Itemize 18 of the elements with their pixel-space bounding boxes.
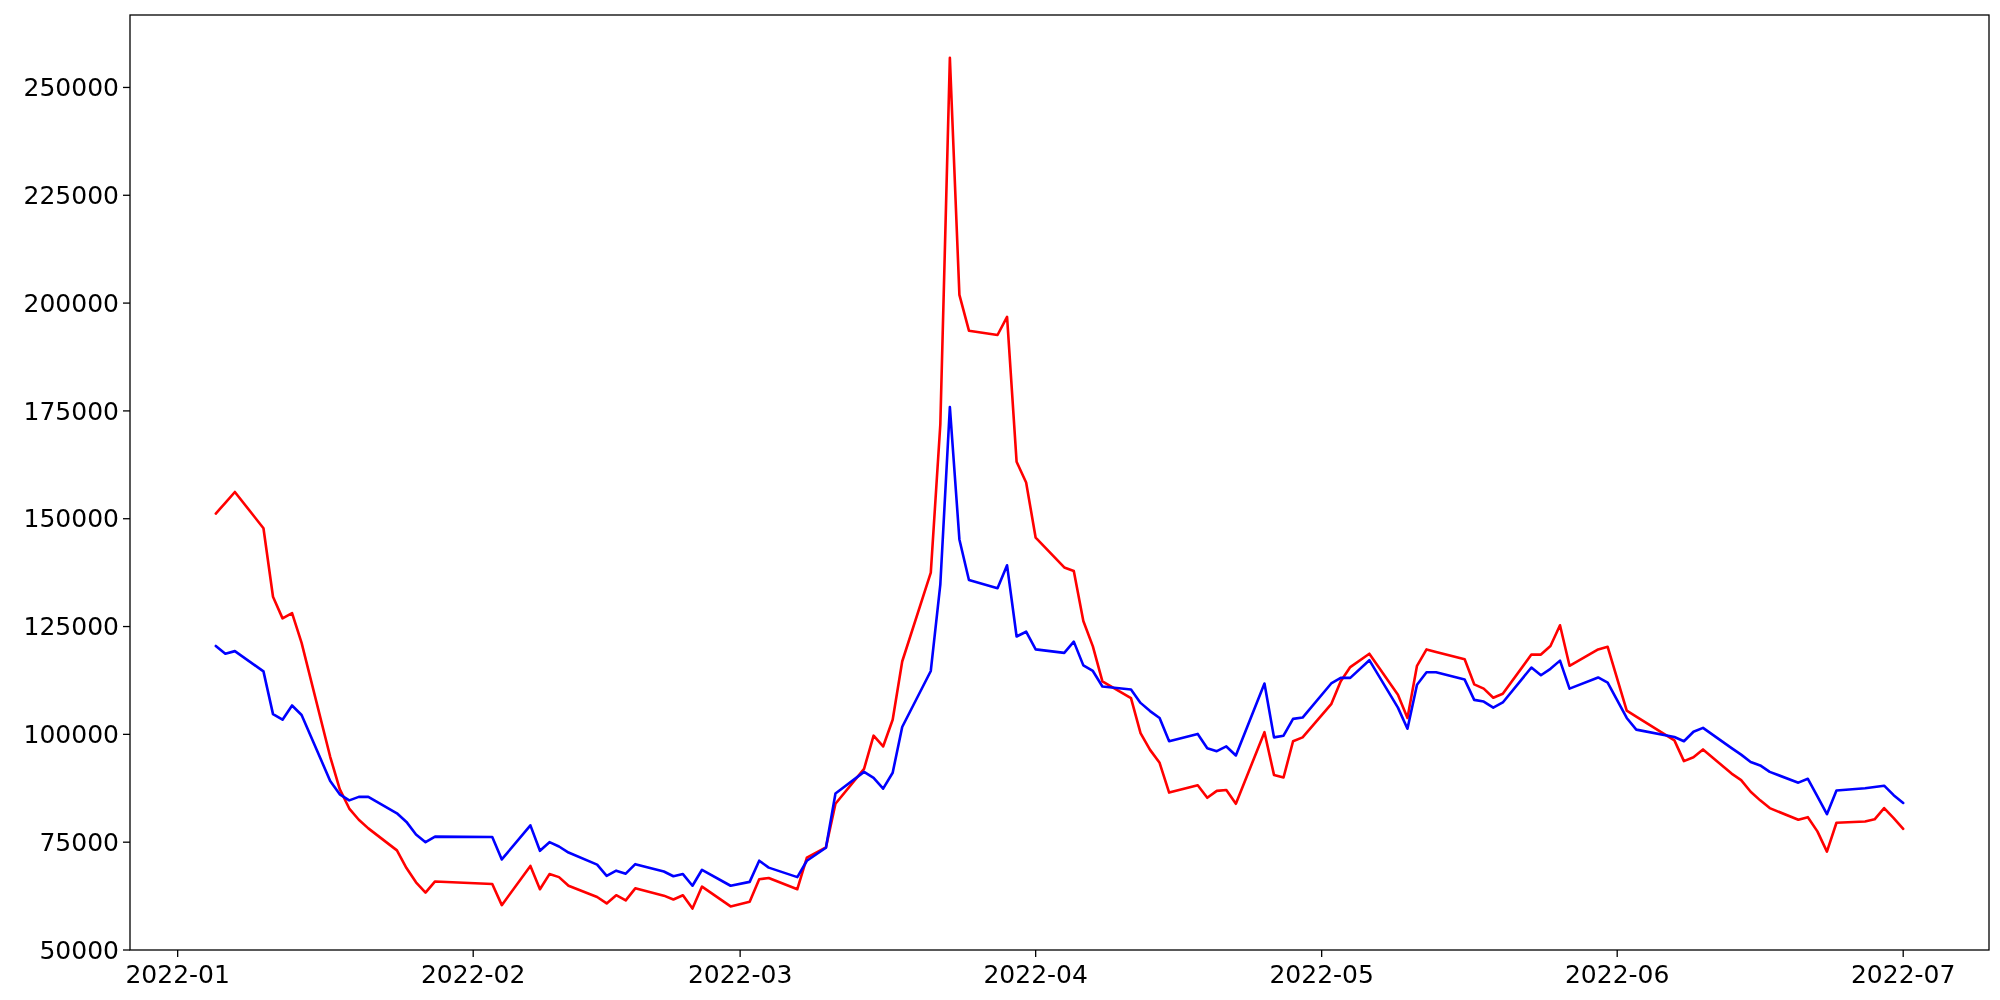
- y-tick-label: 125000: [23, 612, 119, 642]
- x-tick-label: 2022-01: [125, 960, 230, 989]
- x-tick-label: 2022-07: [1850, 960, 1956, 989]
- y-tick-label: 100000: [23, 720, 119, 750]
- x-tick-label: 2022-05: [1269, 960, 1374, 989]
- y-tick-label: 225000: [23, 181, 119, 211]
- y-tick-label: 250000: [23, 73, 119, 103]
- x-tick-label: 2022-06: [1564, 960, 1670, 989]
- x-tick-label: 2022-04: [983, 960, 1088, 989]
- y-tick-label: 200000: [23, 288, 119, 318]
- line-series: [214, 56, 1905, 910]
- line-series: [214, 405, 1905, 888]
- y-tick-label: 150000: [23, 504, 119, 534]
- y-tick-label: 50000: [39, 935, 119, 965]
- y-tick-label: 75000: [39, 827, 119, 857]
- x-tick-label: 2022-03: [687, 960, 793, 989]
- x-tick-label: 2022-02: [420, 960, 526, 989]
- y-tick-label: 175000: [23, 396, 119, 426]
